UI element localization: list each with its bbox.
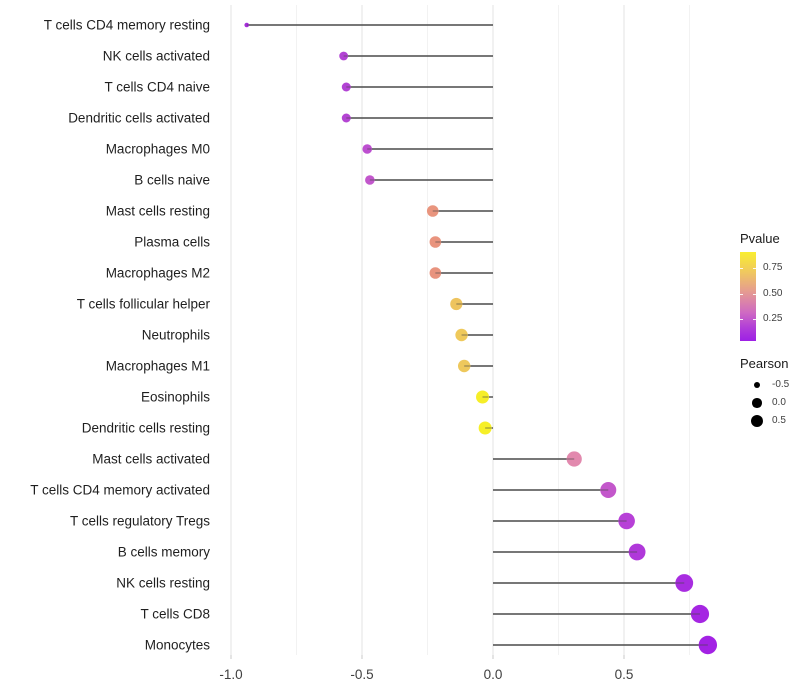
y-axis-label: T cells CD4 memory resting	[44, 18, 210, 33]
y-axis-label: Dendritic cells activated	[68, 111, 210, 126]
lollipop-dot	[365, 175, 375, 185]
pearson-size-dot	[753, 381, 761, 389]
colorbar-tick-mark	[753, 319, 756, 320]
y-axis-label: Macrophages M1	[106, 359, 210, 374]
y-axis-label: T cells CD8	[140, 607, 210, 622]
y-axis-label: Macrophages M2	[106, 266, 210, 281]
y-axis-label: T cells CD4 naive	[104, 80, 210, 95]
x-axis-tick-label: 0.0	[484, 667, 503, 682]
y-axis-label: B cells memory	[118, 545, 211, 560]
lollipop-dot	[476, 390, 490, 404]
lollipop-dot	[690, 604, 710, 624]
pvalue-colorbar	[740, 252, 756, 341]
y-axis-label: Mast cells activated	[92, 452, 210, 467]
lollipop-dot	[362, 144, 373, 154]
pvalue-tick-label: 0.75	[763, 262, 783, 273]
lollipop-dot	[426, 205, 439, 217]
y-axis-label: T cells regulatory Tregs	[70, 514, 210, 529]
lollipop-dot	[675, 574, 694, 592]
lollipop-dot	[341, 113, 351, 123]
pearson-size-label: 0.5	[772, 415, 786, 426]
pvalue-tick-label: 0.50	[763, 288, 783, 299]
colorbar-tick-mark	[753, 268, 756, 269]
pvalue-tick-label: 0.25	[763, 313, 783, 324]
pearson-size-label: 0.0	[772, 397, 786, 408]
pvalue-legend-title: Pvalue	[740, 231, 780, 246]
pearson-size-dot	[752, 398, 762, 408]
colorbar-tick-mark	[753, 294, 756, 295]
pearson-size-label: -0.5	[772, 379, 790, 390]
y-axis-label: T cells follicular helper	[77, 297, 211, 312]
y-axis-label: Macrophages M0	[106, 142, 210, 157]
lollipop-dot	[618, 512, 635, 530]
colorbar-tick-mark	[740, 294, 743, 295]
y-axis-label: Eosinophils	[141, 390, 210, 405]
lollipop-dot	[429, 236, 442, 248]
y-axis-label: Dendritic cells resting	[82, 421, 210, 436]
y-axis-label: Neutrophils	[142, 328, 211, 343]
lollipop-dot	[429, 267, 442, 279]
lollipop-dot	[455, 328, 468, 342]
lollipop-dot	[628, 543, 646, 561]
colorbar-tick-mark	[740, 268, 743, 269]
y-axis-label: B cells naive	[134, 173, 210, 188]
y-axis-label: NK cells resting	[116, 576, 210, 591]
colorbar-tick-mark	[740, 319, 743, 320]
pearson-size-dot	[751, 415, 763, 427]
lollipop-dot	[457, 359, 471, 373]
y-axis-label: T cells CD4 memory activated	[30, 483, 210, 498]
lollipop-dot	[600, 482, 617, 498]
x-axis-tick-label: 0.5	[615, 667, 634, 682]
lollipop-dot	[450, 297, 463, 311]
y-axis-label: Mast cells resting	[106, 204, 210, 219]
x-axis-tick-label: -0.5	[350, 667, 373, 682]
lollipop-dot	[341, 82, 351, 92]
y-axis-label: Monocytes	[145, 638, 211, 653]
lollipop-dot	[244, 22, 250, 28]
lollipop-dot	[698, 635, 718, 655]
lollipop-dot	[566, 451, 582, 467]
y-axis-label: Plasma cells	[134, 235, 210, 250]
lollipop-dot	[339, 51, 349, 61]
lollipop-dot	[478, 421, 492, 435]
x-axis-tick-label: -1.0	[219, 667, 242, 682]
pearson-legend-title: Pearson	[740, 356, 789, 371]
y-axis-label: NK cells activated	[103, 49, 210, 64]
